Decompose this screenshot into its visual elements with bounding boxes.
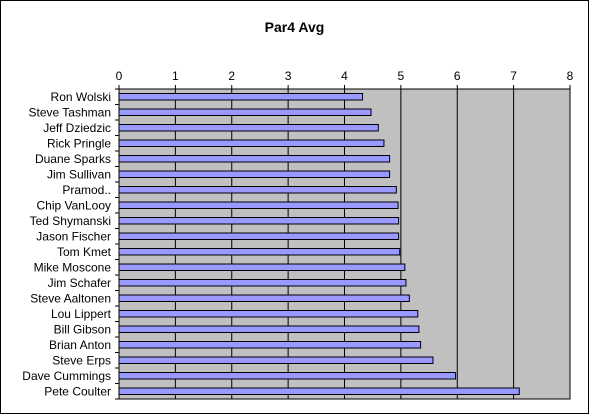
category-label: Steve Aaltonen xyxy=(30,291,111,305)
category-label: Bill Gibson xyxy=(54,322,111,336)
category-label: Ron Wolski xyxy=(51,90,111,104)
bar xyxy=(118,263,406,271)
category-label: Lou Lippert xyxy=(51,307,112,321)
x-tick-label: 6 xyxy=(454,69,461,83)
bar xyxy=(118,201,399,209)
category-label: Pramod.. xyxy=(62,183,111,197)
category-label: Jim Schafer xyxy=(48,276,111,290)
category-label: Tom Kmet xyxy=(57,245,112,259)
x-tick-label: 5 xyxy=(398,69,405,83)
bar xyxy=(118,93,364,101)
bar xyxy=(118,232,400,240)
category-label: Duane Sparks xyxy=(35,152,111,166)
category-label: Steve Erps xyxy=(52,353,111,367)
bar xyxy=(118,325,420,333)
bar xyxy=(118,248,401,256)
category-label: Jeff Dziedzic xyxy=(43,121,111,135)
x-tick-label: 4 xyxy=(341,69,348,83)
bar xyxy=(118,294,410,302)
bar xyxy=(118,139,385,147)
bar xyxy=(118,124,379,132)
bar xyxy=(118,170,391,178)
category-label: Jim Sullivan xyxy=(47,167,111,181)
category-label: Brian Anton xyxy=(49,338,111,352)
x-tick-label: 0 xyxy=(116,69,123,83)
bar xyxy=(118,155,391,163)
bar xyxy=(118,341,422,349)
category-label: Dave Cummings xyxy=(22,369,111,383)
bar xyxy=(118,310,419,318)
bar xyxy=(118,372,457,380)
bar xyxy=(118,387,520,395)
bar xyxy=(118,279,407,287)
x-tick-label: 8 xyxy=(567,69,574,83)
bar xyxy=(118,356,434,364)
x-tick-label: 3 xyxy=(285,69,292,83)
x-tick-label: 7 xyxy=(510,69,517,83)
bar xyxy=(118,108,372,116)
category-label: Mike Moscone xyxy=(34,260,112,274)
category-label: Chip VanLooy xyxy=(37,198,112,212)
x-tick-label: 2 xyxy=(228,69,235,83)
category-label: Pete Coulter xyxy=(44,384,111,398)
bar xyxy=(118,186,397,194)
bar xyxy=(118,217,400,225)
category-label: Steve Tashman xyxy=(29,105,112,119)
category-label: Ted Shymanski xyxy=(30,214,111,228)
category-label: Jason Fischer xyxy=(36,229,111,243)
category-label: Rick Pringle xyxy=(47,136,111,150)
x-tick-label: 1 xyxy=(172,69,179,83)
chart-title: Par4 Avg xyxy=(264,19,325,35)
